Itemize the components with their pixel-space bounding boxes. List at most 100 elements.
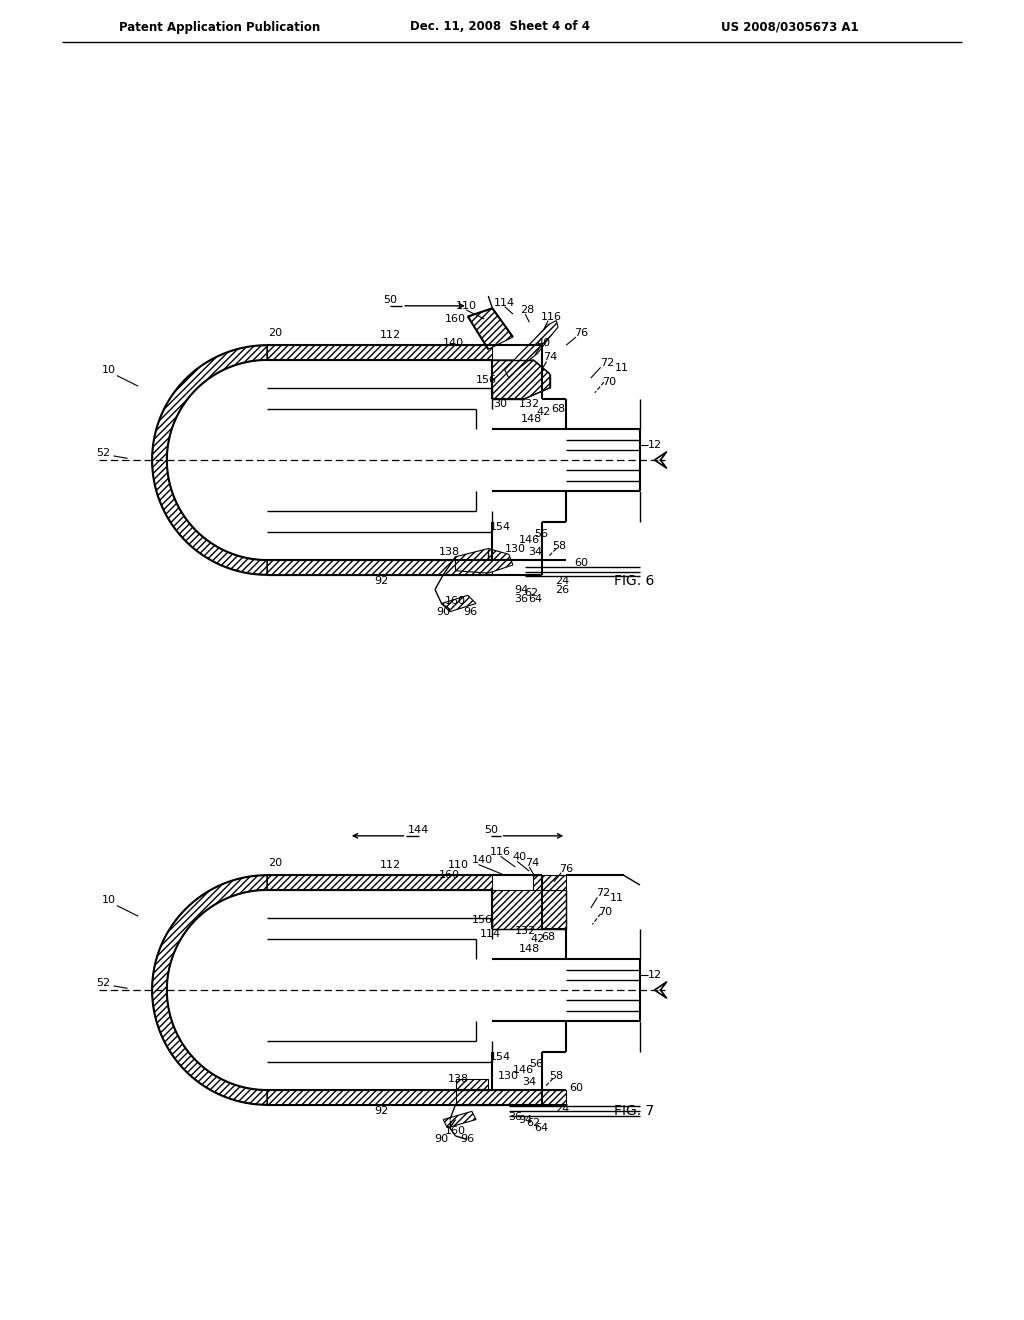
Text: 112: 112: [379, 330, 400, 341]
Text: 68: 68: [541, 932, 555, 941]
Text: 56: 56: [535, 529, 549, 539]
Text: 94: 94: [514, 585, 528, 594]
Text: 160: 160: [439, 870, 460, 880]
Text: 40: 40: [537, 338, 550, 347]
Text: US 2008/0305673 A1: US 2008/0305673 A1: [721, 21, 859, 33]
Text: 140: 140: [472, 855, 494, 866]
Text: 140: 140: [443, 338, 465, 347]
Text: 62: 62: [526, 1118, 541, 1127]
Polygon shape: [456, 1090, 566, 1105]
Text: 132: 132: [515, 925, 536, 936]
Text: 90: 90: [434, 1134, 449, 1144]
Text: 132: 132: [519, 399, 540, 409]
Polygon shape: [153, 875, 267, 1105]
Text: 130: 130: [505, 544, 526, 553]
Polygon shape: [456, 1078, 488, 1090]
Text: 10: 10: [101, 895, 116, 904]
Polygon shape: [505, 321, 558, 378]
Text: 68: 68: [551, 404, 565, 414]
Text: 74: 74: [524, 858, 539, 869]
Text: 70: 70: [598, 907, 612, 917]
Text: 40: 40: [512, 853, 526, 862]
Text: 11: 11: [610, 894, 624, 903]
Text: 50: 50: [383, 296, 397, 305]
Text: 11: 11: [615, 363, 629, 374]
Polygon shape: [267, 1090, 493, 1105]
Text: 26: 26: [555, 585, 569, 594]
Text: 52: 52: [96, 449, 110, 458]
Text: 114: 114: [480, 929, 502, 940]
Text: 12: 12: [648, 970, 662, 981]
Polygon shape: [493, 360, 550, 399]
Text: 30: 30: [494, 399, 508, 409]
Polygon shape: [443, 1111, 476, 1127]
Text: 62: 62: [524, 587, 539, 598]
Polygon shape: [153, 346, 267, 574]
Polygon shape: [493, 890, 566, 928]
Text: 92: 92: [375, 577, 389, 586]
Text: 58: 58: [553, 541, 566, 552]
Text: 72: 72: [600, 358, 614, 368]
Text: 60: 60: [574, 557, 588, 568]
Text: 116: 116: [541, 312, 562, 322]
Text: 148: 148: [519, 944, 540, 954]
Text: 160: 160: [445, 597, 466, 606]
Text: FIG. 6: FIG. 6: [613, 574, 654, 589]
Text: 146: 146: [519, 536, 540, 545]
Text: 36: 36: [508, 1111, 522, 1122]
Text: 74: 74: [543, 352, 557, 363]
Polygon shape: [441, 595, 476, 611]
Text: 24: 24: [555, 577, 569, 586]
Text: 94: 94: [518, 1114, 532, 1125]
Text: 58: 58: [549, 1071, 563, 1081]
Text: 96: 96: [463, 607, 477, 616]
Text: 56: 56: [528, 1059, 543, 1069]
Text: Patent Application Publication: Patent Application Publication: [120, 21, 321, 33]
Text: 50: 50: [483, 825, 498, 836]
Text: 90: 90: [436, 607, 451, 616]
Text: 92: 92: [375, 1106, 389, 1117]
Text: 20: 20: [268, 327, 283, 338]
Text: 116: 116: [490, 847, 511, 857]
Text: 156: 156: [472, 915, 494, 925]
Text: 28: 28: [520, 305, 535, 315]
Text: 52: 52: [96, 978, 110, 989]
Polygon shape: [267, 346, 493, 360]
Text: 110: 110: [447, 861, 468, 870]
Text: 64: 64: [535, 1123, 549, 1133]
Text: 12: 12: [648, 441, 662, 450]
Text: 112: 112: [379, 861, 400, 870]
Polygon shape: [468, 309, 513, 350]
Text: 130: 130: [499, 1071, 519, 1081]
Text: 154: 154: [490, 1052, 511, 1063]
Text: 42: 42: [530, 935, 545, 944]
Text: 24: 24: [555, 1104, 569, 1114]
Text: 144: 144: [408, 825, 429, 836]
Text: 114: 114: [495, 297, 515, 308]
Text: 160: 160: [445, 1126, 466, 1137]
Text: 34: 34: [528, 546, 542, 557]
Text: 20: 20: [268, 858, 283, 869]
Text: 156: 156: [475, 375, 497, 384]
Text: 160: 160: [445, 314, 466, 323]
Text: 72: 72: [596, 888, 610, 898]
Polygon shape: [534, 875, 566, 890]
Text: 42: 42: [537, 408, 550, 417]
Text: 76: 76: [559, 863, 573, 874]
Text: 154: 154: [490, 523, 511, 532]
Polygon shape: [267, 875, 493, 890]
Text: 36: 36: [514, 594, 528, 605]
Text: 96: 96: [461, 1134, 475, 1144]
Text: FIG. 7: FIG. 7: [613, 1105, 654, 1118]
Text: 76: 76: [573, 327, 588, 338]
Text: 70: 70: [602, 378, 615, 387]
Text: 148: 148: [521, 414, 543, 424]
Text: 34: 34: [522, 1077, 537, 1086]
Polygon shape: [456, 549, 513, 573]
Text: 10: 10: [101, 364, 116, 375]
Text: 138: 138: [447, 1073, 469, 1084]
Text: 146: 146: [513, 1065, 535, 1076]
Text: Dec. 11, 2008  Sheet 4 of 4: Dec. 11, 2008 Sheet 4 of 4: [410, 21, 590, 33]
Text: 64: 64: [528, 594, 542, 605]
Text: 138: 138: [439, 546, 461, 557]
